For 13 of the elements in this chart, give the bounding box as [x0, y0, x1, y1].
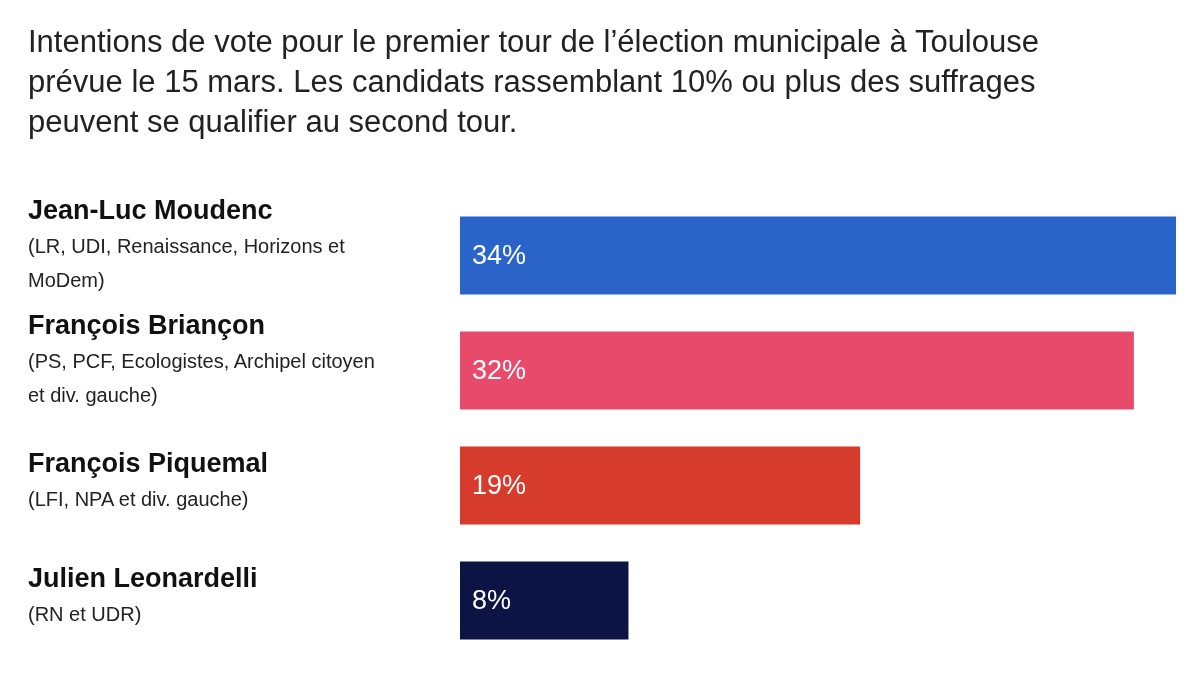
data-label: 19%	[472, 470, 527, 501]
y-tick-label: François Piquemal (LFI, NPA et div. gauche)	[28, 447, 269, 510]
y-tick-label: François Briançon (PS, PCF, Ecologistes, Archipel citoyen et div. gauche)	[28, 309, 375, 406]
bar	[460, 216, 1176, 295]
bar	[460, 446, 861, 525]
y-tick-label: Jean-Luc Moudenc (LR, UDI, Renaissance, Horizons et MoDem)	[28, 194, 346, 291]
chart-title: Intentions de vote pour le premier tour de l’élection municipale à Toulouse prévue le 15 mars. Les candidats rassemblant 10% ou plus des suffrages peuvent se qualifier au second tour.	[27, 23, 1040, 141]
y-tick-label: Julien Leonardelli (RN et UDR)	[28, 562, 258, 625]
data-label: 34%	[472, 240, 527, 271]
data-label: 32%	[472, 355, 527, 386]
bar	[460, 331, 1134, 410]
bar	[460, 561, 629, 640]
data-label: 8%	[472, 585, 512, 616]
